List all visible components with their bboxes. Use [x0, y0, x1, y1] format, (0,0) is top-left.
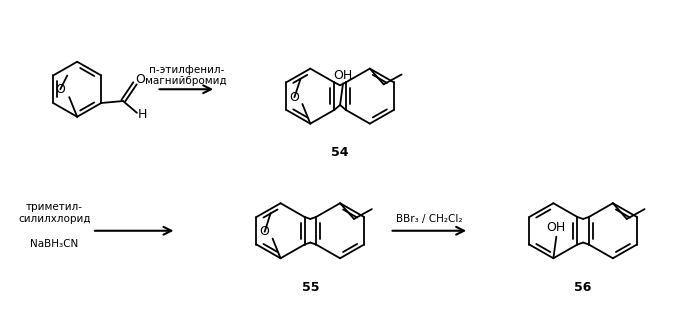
Text: H: H	[138, 108, 147, 121]
Text: 55: 55	[302, 281, 319, 294]
Text: триметил-: триметил-	[26, 202, 83, 212]
Text: 54: 54	[332, 146, 349, 159]
Text: магнийбромид: магнийбромид	[145, 76, 227, 86]
Text: O: O	[55, 83, 65, 96]
Text: O: O	[260, 225, 269, 238]
Text: NaBH₃CN: NaBH₃CN	[30, 238, 78, 249]
Text: BBr₃ / CH₂Cl₂: BBr₃ / CH₂Cl₂	[396, 214, 463, 224]
Text: OH: OH	[334, 69, 352, 82]
Text: OH: OH	[547, 221, 566, 234]
Text: 56: 56	[574, 281, 592, 294]
Text: O: O	[290, 91, 299, 104]
Text: п-этилфенил-: п-этилфенил-	[149, 65, 224, 75]
Text: силилхлорид: силилхлорид	[18, 214, 91, 224]
Text: O: O	[135, 73, 145, 86]
